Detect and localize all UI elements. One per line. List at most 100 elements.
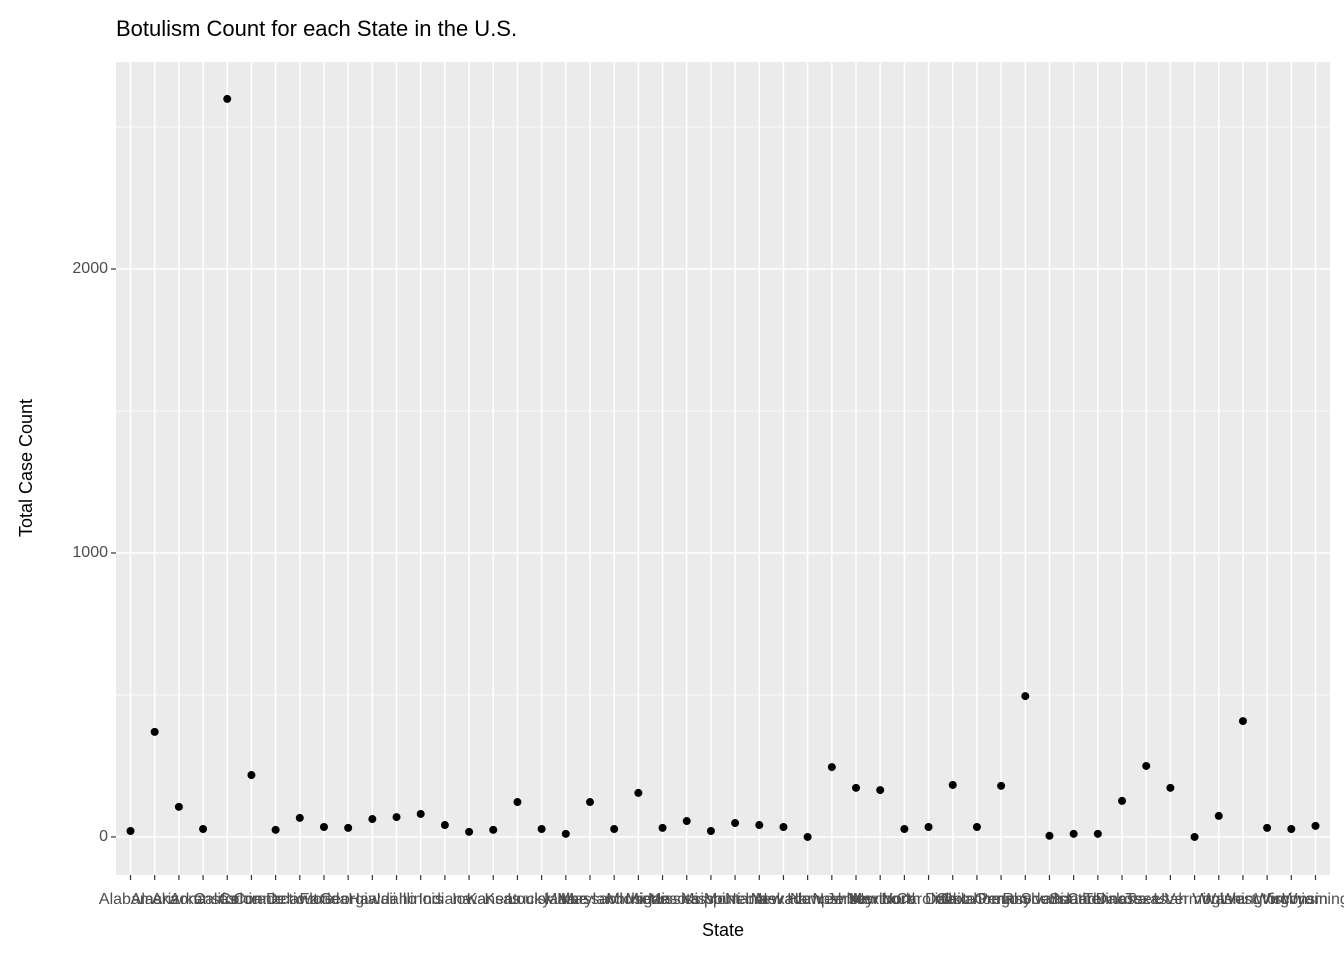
- point: [1190, 832, 1199, 841]
- x-tick-label: Georgia: [320, 891, 377, 908]
- point: [392, 813, 401, 822]
- y-tick-label: 1000: [72, 544, 108, 561]
- x-tick-label: North Carolina: [853, 891, 956, 908]
- x-tick-label: Arkansas: [170, 891, 237, 908]
- x-tick-label: Wisconsin: [1255, 891, 1328, 908]
- x-tick-label: Idaho: [377, 891, 417, 908]
- x-tick-label: New Mexico: [812, 891, 899, 908]
- point: [247, 771, 256, 780]
- x-tick-label: Colorado: [219, 891, 284, 908]
- x-tick-label: Virginia: [1192, 891, 1245, 908]
- point: [319, 823, 328, 832]
- point: [416, 809, 425, 818]
- point: [537, 824, 546, 833]
- x-tick-label: Kansas: [467, 891, 520, 908]
- x-tick-label: Louisiana: [507, 891, 576, 908]
- point: [852, 783, 861, 792]
- x-tick-label: New York: [846, 891, 915, 908]
- point: [344, 823, 353, 832]
- point: [223, 94, 232, 103]
- x-tick-label: Montana: [704, 891, 766, 908]
- point: [1214, 811, 1223, 820]
- y-axis-title: Total Case Count: [16, 399, 36, 537]
- x-tick-label: Maine: [544, 891, 588, 908]
- x-tick-label: Alabama: [99, 891, 162, 908]
- point: [706, 826, 715, 835]
- x-tick-label: Illinois: [398, 891, 442, 908]
- x-tick-label: Delaware: [266, 891, 334, 908]
- point: [174, 802, 183, 811]
- point: [489, 825, 498, 834]
- point: [1142, 761, 1151, 770]
- point: [731, 819, 740, 828]
- x-tick-label: New Hampshire: [751, 891, 865, 908]
- x-tick-label: Wyoming: [1282, 891, 1344, 908]
- point: [1093, 829, 1102, 838]
- x-tick-label: Oklahoma: [940, 891, 1013, 908]
- point: [972, 823, 981, 832]
- point: [924, 823, 933, 832]
- x-tick-label: Maryland: [557, 891, 623, 908]
- x-tick-label: Tennessee: [1083, 891, 1160, 908]
- x-tick-label: Oregon: [974, 891, 1027, 908]
- x-tick-label: New Jersey: [790, 891, 874, 908]
- point: [1045, 831, 1054, 840]
- x-tick-label: California: [193, 891, 261, 908]
- x-tick-label: Utah: [1153, 891, 1187, 908]
- x-tick-label: Nevada: [756, 891, 811, 908]
- point: [779, 823, 788, 832]
- x-tick-label: Indiana: [419, 891, 472, 908]
- x-tick-label: South Carolina: [1021, 891, 1127, 908]
- x-tick-label: South Dakota: [1049, 891, 1146, 908]
- x-tick-label: Ohio: [936, 891, 970, 908]
- point: [1263, 823, 1272, 832]
- point: [440, 821, 449, 830]
- point: [126, 826, 135, 835]
- point: [561, 829, 570, 838]
- point: [271, 825, 280, 834]
- point: [755, 821, 764, 830]
- point: [682, 817, 691, 826]
- x-tick-label: Pennsylvania: [978, 891, 1073, 908]
- x-tick-label: West Virginia: [1220, 891, 1314, 908]
- x-tick-label: Texas: [1125, 891, 1167, 908]
- point: [1238, 717, 1247, 726]
- point: [634, 788, 643, 797]
- point: [876, 786, 885, 795]
- point: [199, 824, 208, 833]
- x-tick-label: Missouri: [681, 891, 741, 908]
- point: [1069, 829, 1078, 838]
- x-tick-label: Michigan: [606, 891, 670, 908]
- x-tick-label: Iowa: [452, 891, 486, 908]
- point: [827, 763, 836, 772]
- point: [465, 827, 474, 836]
- point: [295, 813, 304, 822]
- chart-title: Botulism Count for each State in the U.S…: [116, 16, 517, 41]
- point: [150, 727, 159, 736]
- x-tick-label: Hawaii: [348, 891, 396, 908]
- y-tick-label: 0: [99, 828, 108, 845]
- point: [1021, 692, 1030, 701]
- x-tick-label: Washington: [1201, 891, 1285, 908]
- point: [368, 815, 377, 824]
- point: [1118, 796, 1127, 805]
- point: [1166, 783, 1175, 792]
- y-tick-label: 2000: [72, 260, 108, 277]
- point: [803, 832, 812, 841]
- x-tick-label: Vermont: [1165, 891, 1225, 908]
- point: [900, 824, 909, 833]
- point: [585, 798, 594, 807]
- point: [997, 781, 1006, 790]
- point: [513, 798, 522, 807]
- point: [1287, 824, 1296, 833]
- x-tick-label: Rhode Island: [1002, 891, 1096, 908]
- point: [1311, 821, 1320, 830]
- x-tick-label: Florida: [300, 891, 349, 908]
- x-tick-label: Nebraska: [725, 891, 794, 908]
- x-tick-label: North Dakota: [881, 891, 975, 908]
- x-tick-label: Minnesota: [626, 891, 700, 908]
- x-tick-label: Alaska: [131, 891, 179, 908]
- point: [610, 824, 619, 833]
- point: [658, 823, 667, 832]
